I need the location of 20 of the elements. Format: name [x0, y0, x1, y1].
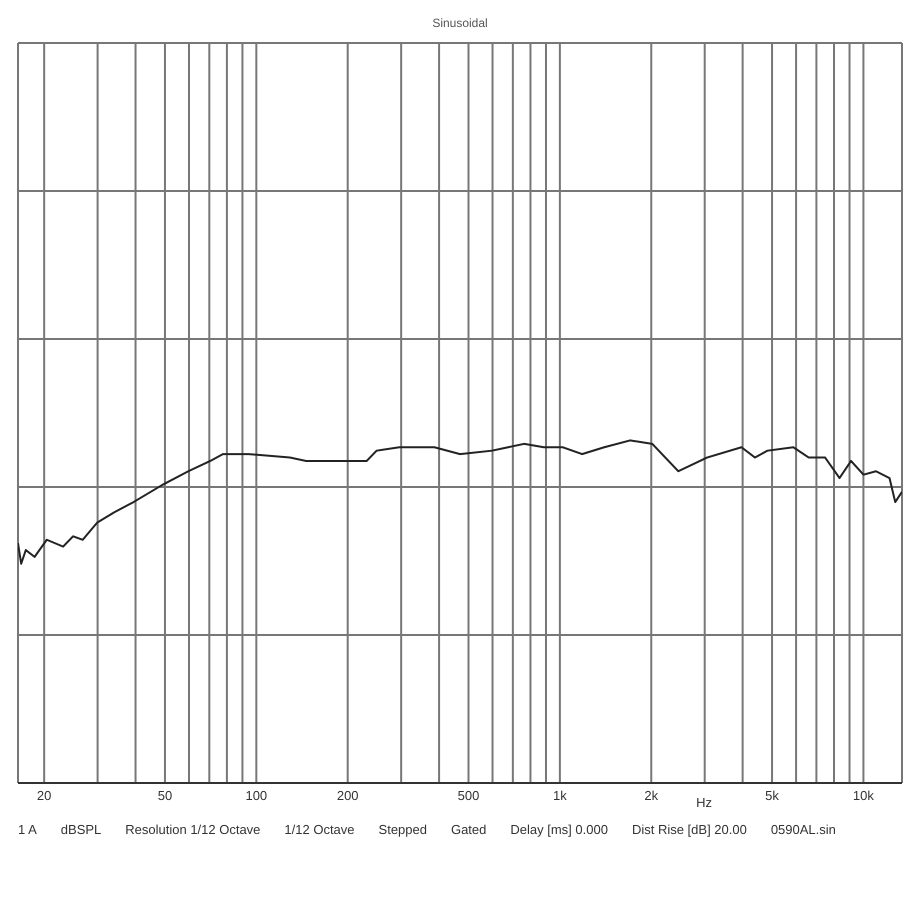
x-tick-label: 2k [644, 788, 659, 804]
x-tick-label: 500 [458, 788, 480, 804]
text: Resolution 1/12 Octave [125, 822, 260, 837]
x-tick-label: 20 [36, 788, 52, 804]
text: 1/12 Octave [284, 822, 355, 837]
x-tick-label: 1k [553, 788, 568, 804]
text: Stepped [378, 822, 427, 837]
text: dBSPL [60, 822, 102, 837]
x-tick-label: 50 [158, 788, 172, 804]
x-axis-title: Hz [696, 795, 712, 810]
text: 0590AL.sin [770, 822, 836, 837]
x-tick-label: 5k [765, 788, 780, 804]
x-tick-label: 200 [336, 788, 359, 804]
x-tick-label: 100 [245, 788, 268, 804]
text: Dist Rise [dB] 20.00 [632, 822, 747, 837]
chart-title: Sinusoidal [431, 15, 489, 32]
x-tick-label: 10k [852, 788, 874, 804]
text: Delay [ms] 0.000 [510, 822, 608, 837]
text: Gated [450, 822, 486, 837]
text: 1 A [18, 822, 37, 837]
